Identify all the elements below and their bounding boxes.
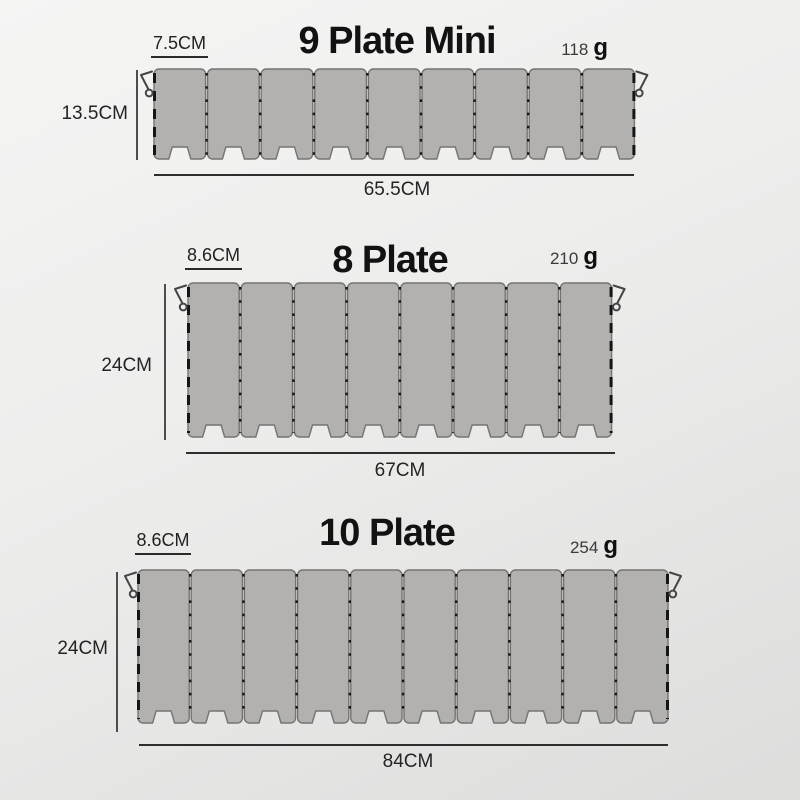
length-dimension-line (186, 452, 615, 454)
weight-unit: g (583, 243, 598, 270)
plate (582, 68, 636, 160)
plate (243, 569, 297, 724)
plate (293, 282, 347, 438)
plate (190, 569, 244, 724)
height-label: 13.5CM (61, 103, 128, 124)
plate (350, 569, 403, 724)
weight-value: 118 (561, 40, 589, 59)
product-title: 9 Plate Mini (298, 20, 496, 62)
plates (153, 68, 636, 160)
plate (137, 569, 190, 724)
stake-hook-right-icon (634, 70, 649, 98)
plate (474, 68, 528, 160)
plate (509, 569, 563, 724)
product-title: 8 Plate (332, 239, 449, 281)
windscreen-10-plate (124, 569, 682, 724)
weight-label: 210 g (550, 245, 598, 269)
plates (187, 282, 613, 438)
plate (296, 569, 350, 724)
weight-value: 210 (549, 249, 579, 268)
plate (260, 68, 314, 160)
stake-hook-left-icon (124, 571, 138, 599)
height-dimension-line (136, 70, 138, 160)
plates (137, 569, 669, 724)
length-dimension-line (139, 744, 668, 746)
hinge-pins (187, 287, 613, 433)
length-dimension-line (154, 174, 634, 176)
plate-width-label: 8.6CM (185, 246, 242, 270)
height-dimension-line (164, 284, 166, 440)
plate (367, 68, 421, 160)
length-label: 65.5CM (363, 179, 431, 200)
length-label: 67CM (374, 460, 426, 481)
plate (453, 282, 506, 438)
height-label: 24CM (101, 355, 152, 376)
plate (187, 282, 240, 438)
length-label: 84CM (382, 751, 434, 772)
plate (206, 68, 260, 160)
hinge-pins (153, 73, 636, 155)
stake-hook-right-icon (612, 284, 626, 312)
stake-hook-left-icon (174, 284, 188, 312)
plate (616, 569, 669, 724)
windscreen-9-plate-mini (140, 68, 649, 160)
stake-hook-right-icon (668, 571, 682, 599)
plate (346, 282, 400, 438)
plate (456, 569, 510, 724)
plate (400, 282, 453, 438)
product-title: 10 Plate (319, 512, 456, 554)
plate-width-label: 8.6CM (135, 531, 191, 555)
height-label: 24CM (57, 638, 108, 659)
plate (562, 569, 616, 724)
plate (506, 282, 560, 438)
plate-width-label: 7.5CM (151, 34, 208, 58)
plate (559, 282, 613, 438)
weight-unit: g (603, 532, 618, 559)
plate (403, 569, 456, 724)
height-dimension-line (116, 572, 118, 732)
plate (314, 68, 368, 160)
windscreen-8-plate (174, 282, 626, 438)
plate (421, 68, 475, 160)
plate (153, 68, 207, 160)
weight-value: 254 (569, 538, 599, 557)
weight-label: 118 g (561, 36, 608, 60)
plate (240, 282, 294, 438)
stake-hook-left-icon (140, 70, 154, 98)
plate (528, 68, 582, 160)
weight-unit: g (593, 34, 608, 61)
hinge-pins (137, 574, 669, 719)
weight-label: 254 g (570, 534, 618, 558)
